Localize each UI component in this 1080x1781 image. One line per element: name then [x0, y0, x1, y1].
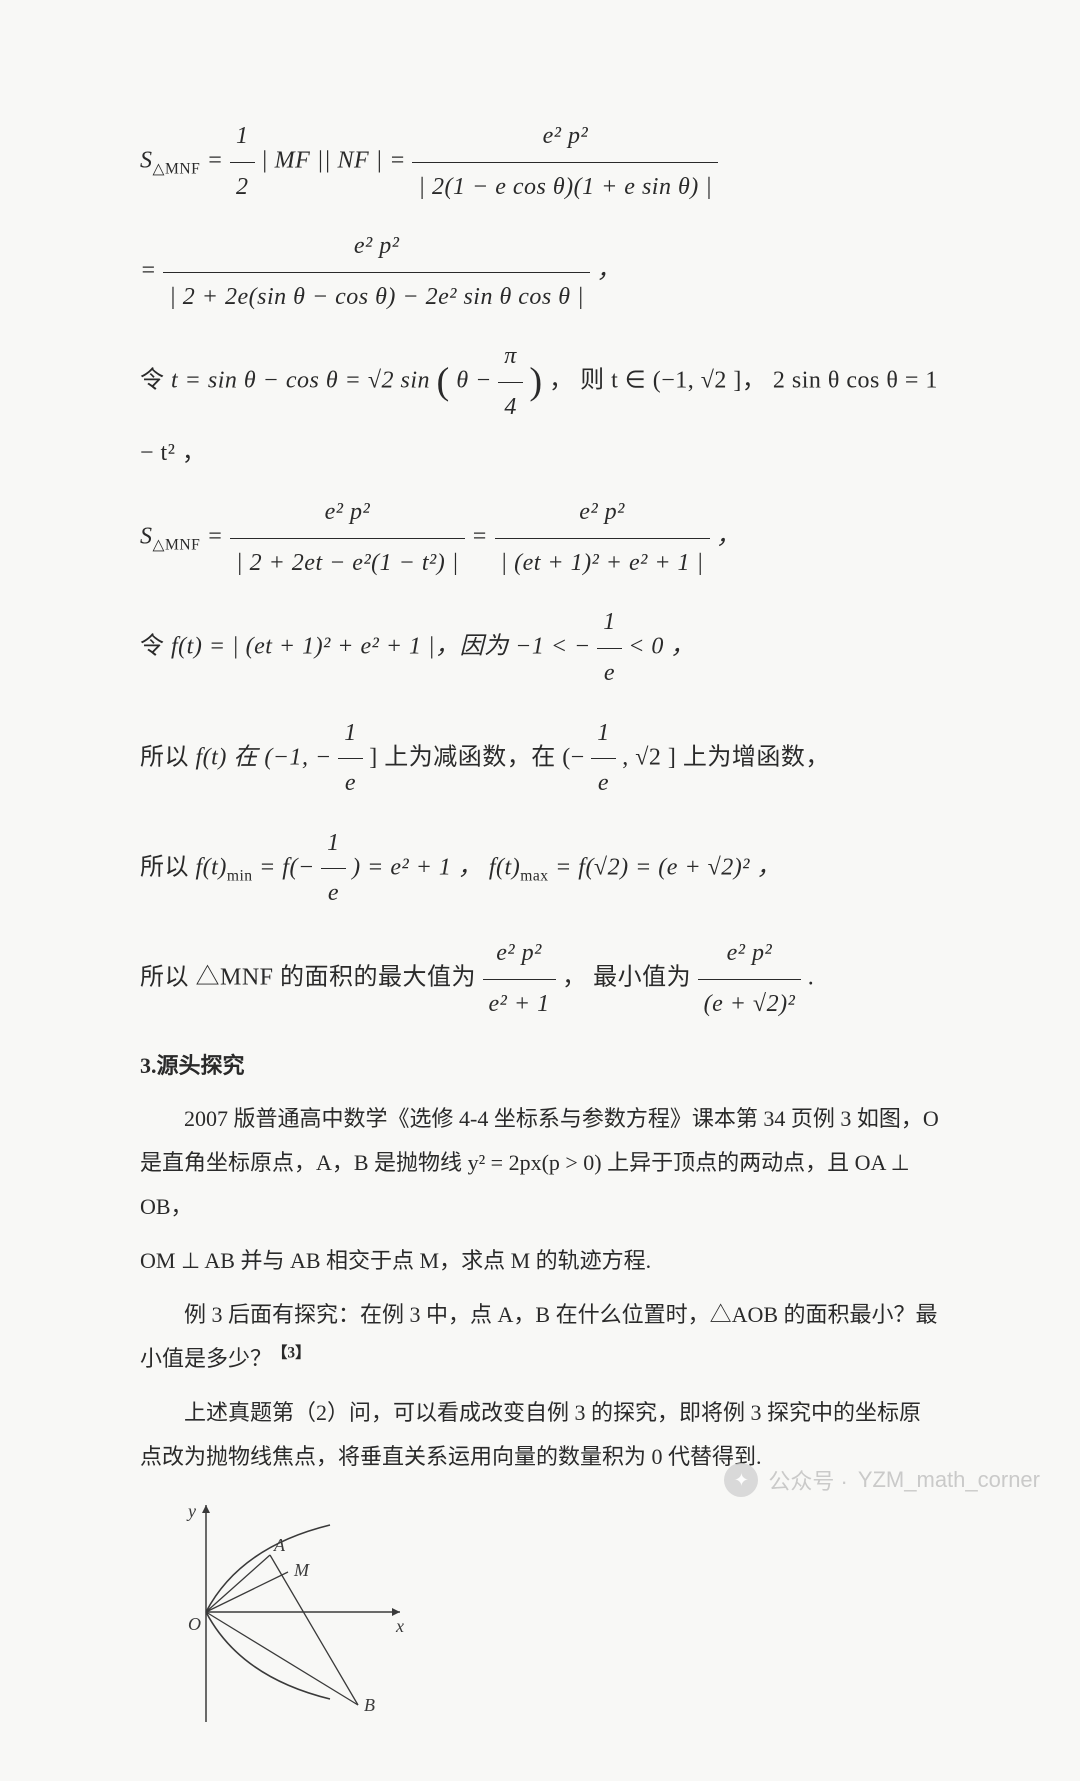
eq4-S: S	[140, 524, 153, 550]
eq6-f1: 1 e	[338, 711, 363, 807]
eq7-c: ) = e² + 1 ， f(t)	[352, 854, 520, 880]
eq8-mid: ， 最小值为	[562, 965, 698, 991]
eq8a-frac: e² p² e² + 1	[483, 931, 556, 1027]
eq4a-den: | 2 + 2et − e²(1 − t²) |	[230, 539, 465, 587]
eq6-c: , √2 ] 上为增函数，	[622, 744, 830, 770]
eq5-frac: 1 e	[597, 600, 622, 696]
equation-5: 令 f(t) = | (et + 1)² + e² + 1 |，因为 −1 < …	[140, 600, 940, 696]
eq6-f2: 1 e	[591, 711, 616, 807]
eq4b-frac: e² p² | (et + 1)² + e² + 1 |	[495, 490, 710, 586]
eq5-num: 1	[597, 600, 622, 649]
eq7-b: = f(−	[259, 854, 315, 880]
eq1-eq: =	[207, 148, 230, 174]
eq3-pi4: π 4	[498, 334, 523, 430]
eq8a-den: e² + 1	[483, 980, 556, 1028]
eq8b-frac: e² p² (e + √2)²	[698, 931, 802, 1027]
eq6-f1-num: 1	[338, 711, 363, 760]
eq4a-frac: e² p² | 2 + 2et − e²(1 − t²) |	[230, 490, 465, 586]
para3-body: 例 3 后面有探究：在例 3 中，点 A，B 在什么位置时，△AOB 的面积最小…	[140, 1302, 938, 1371]
equation-4: S△MNF = e² p² | 2 + 2et − e²(1 − t²) | =…	[140, 490, 940, 586]
eq7-max: max	[520, 867, 548, 884]
eq4a-num: e² p²	[230, 490, 465, 539]
eq6-f1-den: e	[338, 759, 363, 807]
equation-2: = e² p² | 2 + 2e(sin θ − cos θ) − 2e² si…	[140, 224, 940, 320]
svg-text:M: M	[293, 1560, 310, 1580]
eq8b-num: e² p²	[698, 931, 802, 980]
eq7-a: f(t)	[196, 854, 227, 880]
eq7-f-den: e	[321, 869, 346, 917]
eq6-f2-num: 1	[591, 711, 616, 760]
svg-text:x: x	[395, 1616, 404, 1636]
eq3-pi4-num: π	[498, 334, 523, 383]
eq7-f-num: 1	[321, 821, 346, 870]
watermark-prefix: 公众号 ·	[768, 1464, 847, 1496]
eq3-lparen: (	[437, 361, 450, 403]
eq1-frac: e² p² | 2(1 − e cos θ)(1 + e sin θ) |	[412, 114, 718, 210]
section-heading: 3.源头探究	[140, 1045, 940, 1087]
eq6-pre: 所以	[140, 744, 196, 770]
eq5-body2: < 0 ，	[628, 634, 695, 660]
svg-text:A: A	[273, 1535, 286, 1555]
eq7-frac: 1 e	[321, 821, 346, 917]
paragraph-2: OM ⊥ AB 并与 AB 相交于点 M，求点 M 的轨迹方程.	[140, 1239, 940, 1283]
eq3-inner: θ −	[456, 368, 498, 394]
eq3-pre: 令	[140, 368, 171, 394]
eq2-post: ，	[597, 258, 622, 284]
eq7-pre: 所以	[140, 854, 196, 880]
eq6-f2-den: e	[591, 759, 616, 807]
eq2-den: | 2 + 2e(sin θ − cos θ) − 2e² sin θ cos …	[163, 273, 590, 321]
eq1-sub: △MNF	[153, 160, 201, 177]
watermark: ✦ 公众号 · YZM_math_corner	[724, 1463, 1040, 1497]
eq4-post: ，	[716, 524, 741, 550]
eq1-half-num: 1	[230, 114, 255, 163]
eq4-sub: △MNF	[153, 537, 201, 554]
eq8b-den: (e + √2)²	[698, 980, 802, 1028]
eq5-den: e	[597, 649, 622, 697]
eq8-pre: 所以 △MNF 的面积的最大值为	[140, 965, 483, 991]
document-page: S△MNF = 1 2 | MF || NF | = e² p² | 2(1 −…	[0, 0, 1080, 1781]
svg-text:O: O	[188, 1614, 201, 1634]
eq1-den: | 2(1 − e cos θ)(1 + e sin θ) |	[412, 163, 718, 211]
equation-7: 所以 f(t)min = f(− 1 e ) = e² + 1 ， f(t)ma…	[140, 821, 940, 917]
eq2-num: e² p²	[163, 224, 590, 273]
eq1-half-den: 2	[230, 163, 255, 211]
para3-ref: 【3】	[272, 1345, 310, 1362]
eq3-rparen: )	[529, 361, 542, 403]
eq4b-den: | (et + 1)² + e² + 1 |	[495, 539, 710, 587]
eq1-S: S	[140, 148, 153, 174]
equation-6: 所以 f(t) 在 (−1, − 1 e ] 上为减函数，在 (− 1 e , …	[140, 711, 940, 807]
eq1-num: e² p²	[412, 114, 718, 163]
wechat-icon: ✦	[724, 1463, 758, 1497]
parabola-diagram: Ox y AM B	[160, 1497, 940, 1741]
svg-text:y: y	[186, 1501, 196, 1521]
eq3-body: t = sin θ − cos θ = √2 sin	[171, 368, 430, 394]
eq4-eq: =	[207, 524, 230, 550]
equation-8: 所以 △MNF 的面积的最大值为 e² p² e² + 1 ， 最小值为 e² …	[140, 931, 940, 1027]
watermark-name: YZM_math_corner	[858, 1467, 1040, 1493]
svg-text:B: B	[364, 1695, 375, 1715]
eq1-half: 1 2	[230, 114, 255, 210]
eq7-d: = f(√2) = (e + √2)² ，	[555, 854, 781, 880]
eq5-body1: f(t) = | (et + 1)² + e² + 1 |，因为 −1 < −	[171, 634, 591, 660]
paragraph-3: 例 3 后面有探究：在例 3 中，点 A，B 在什么位置时，△AOB 的面积最小…	[140, 1293, 940, 1381]
eq2-frac: e² p² | 2 + 2e(sin θ − cos θ) − 2e² sin …	[163, 224, 590, 320]
eq2-pre: =	[140, 258, 163, 284]
eq7-min: min	[227, 867, 253, 884]
eq8-post: .	[808, 965, 815, 991]
equation-3: 令 t = sin θ − cos θ = √2 sin ( θ − π 4 )…	[140, 334, 940, 476]
eq6-b: ] 上为减函数，在 (−	[369, 744, 585, 770]
eq5-pre: 令	[140, 634, 171, 660]
eq8a-num: e² p²	[483, 931, 556, 980]
eq4-mid: =	[471, 524, 494, 550]
paragraph-1: 2007 版普通高中数学《选修 4-4 坐标系与参数方程》课本第 34 页例 3…	[140, 1097, 940, 1229]
eq4b-num: e² p²	[495, 490, 710, 539]
eq3-pi4-den: 4	[498, 383, 523, 431]
eq6-a: f(t) 在 (−1, −	[196, 744, 332, 770]
equation-1: S△MNF = 1 2 | MF || NF | = e² p² | 2(1 −…	[140, 114, 940, 210]
eq1-mf: | MF || NF | =	[261, 148, 412, 174]
